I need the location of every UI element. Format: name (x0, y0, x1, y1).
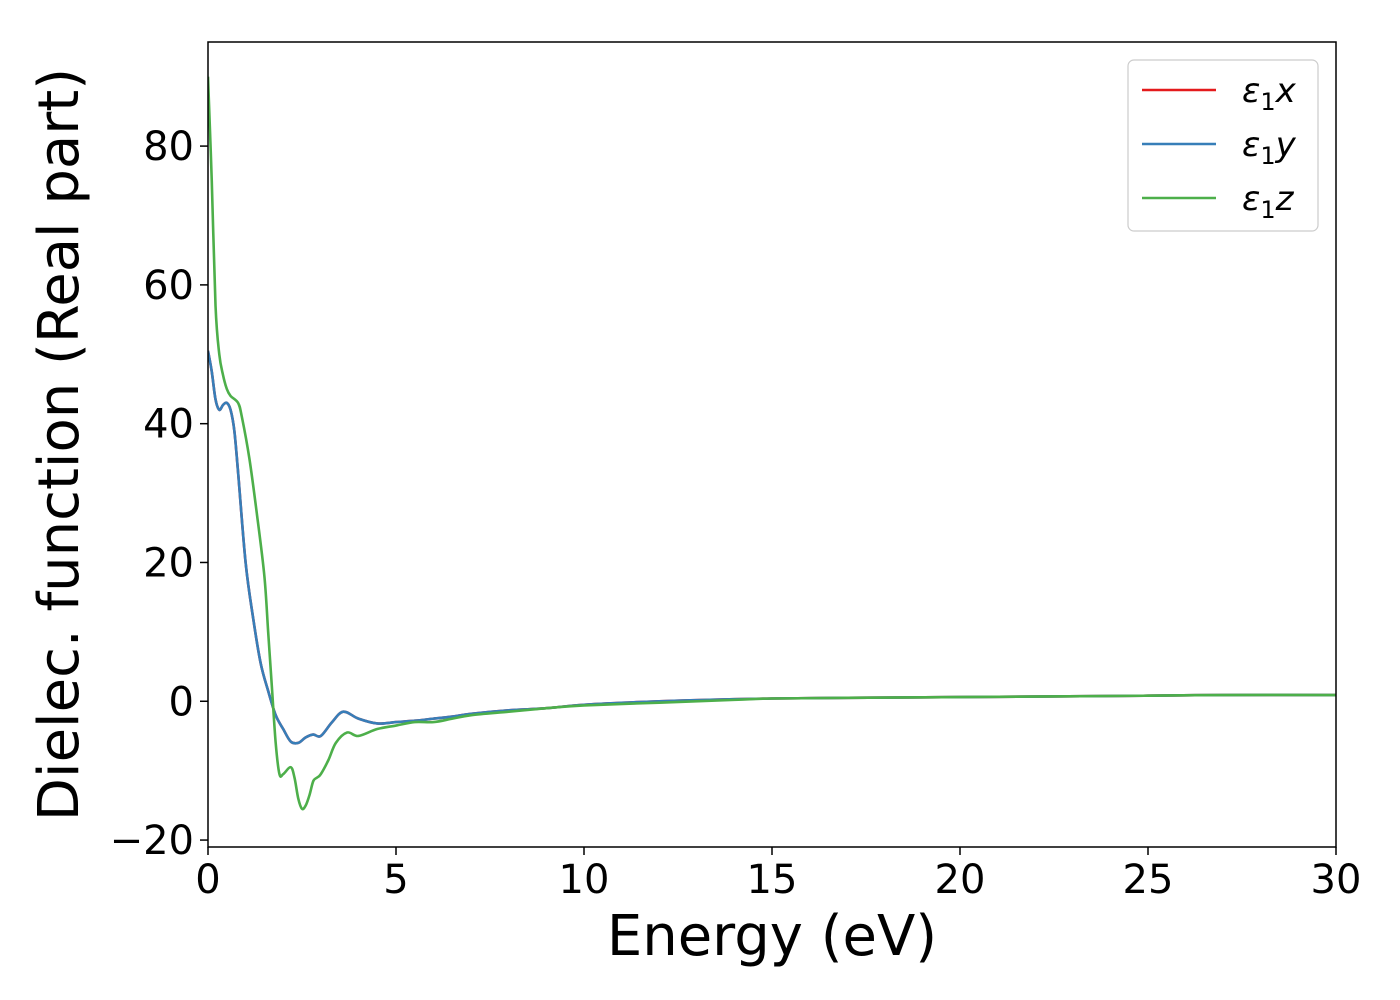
series-line-x (208, 350, 1336, 745)
x-tick-label: 20 (935, 857, 986, 903)
x-ticks: 0 5 10 15 20 25 30 (195, 847, 1361, 903)
x-tick-label: 5 (383, 857, 408, 903)
legend: ε1x ε1y ε1z (1127, 59, 1319, 232)
y-tick-label: 40 (143, 402, 194, 448)
y-tick-label: 80 (143, 124, 194, 170)
x-tick-label: 0 (195, 857, 220, 903)
series-line-z (208, 76, 1336, 811)
legend-label-y: ε1y (1242, 125, 1297, 170)
series-line-y (208, 350, 1336, 745)
legend-label-z: ε1z (1242, 179, 1295, 224)
y-ticks: −20 0 20 40 60 80 (110, 124, 208, 864)
x-tick-label: 10 (559, 857, 610, 903)
x-tick-label: 30 (1311, 857, 1362, 903)
y-tick-label: 20 (143, 540, 194, 586)
y-tick-label: 60 (143, 263, 194, 309)
x-tick-label: 15 (747, 857, 798, 903)
legend-frame (1127, 59, 1319, 232)
y-axis-title: Dielec. function (Real part) (27, 68, 92, 821)
x-axis-title: Energy (eV) (607, 904, 937, 969)
series-layer (208, 76, 1336, 811)
x-tick-label: 25 (1123, 857, 1174, 903)
y-tick-label: 0 (169, 679, 194, 725)
legend-label-x: ε1x (1242, 71, 1297, 116)
y-tick-label: −20 (110, 818, 194, 864)
